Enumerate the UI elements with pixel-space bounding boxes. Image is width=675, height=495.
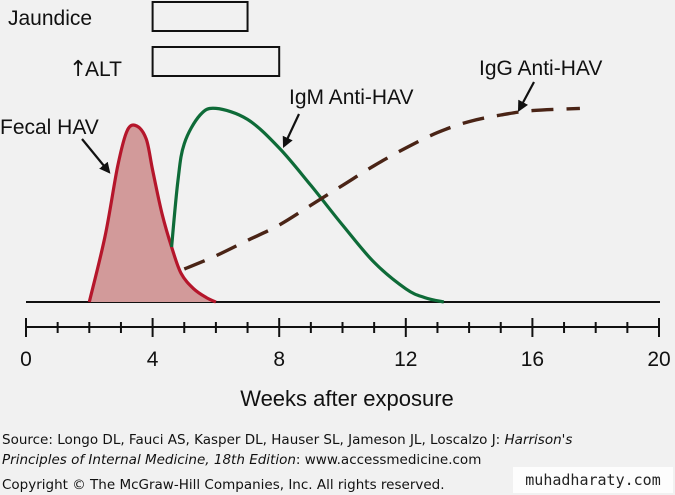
- fecal-hav-arrow: [81, 138, 111, 174]
- igm-anti-hav-line: [170, 106, 445, 304]
- x-tick-label: 0: [20, 348, 32, 371]
- source-citation-line-1: Source: Longo DL, Fauci AS, Kasper DL, H…: [2, 432, 573, 448]
- x-axis-label: Weeks after exposure: [240, 386, 454, 411]
- x-tick-label: 16: [521, 348, 544, 371]
- source-citation-line-2: Principles of Internal Medicine, 18th Ed…: [2, 452, 482, 468]
- source-title-part-2: Principles of Internal Medicine, 18th Ed…: [2, 452, 296, 468]
- alt-duration-bar: [151, 46, 281, 77]
- watermark: muhadharaty.com: [513, 467, 673, 493]
- source-title-part-1: Harrison's: [504, 432, 573, 448]
- x-tick-label: 20: [647, 348, 670, 371]
- jaundice-duration-bar: [151, 1, 249, 32]
- plot-area: 0 4 8 12 16 20 Weeks after exposure Jaundice ↑AL…: [0, 1, 671, 411]
- igg-anti-hav-line: [183, 106, 580, 271]
- igm-anti-hav-annotation: IgM Anti-HAV: [289, 86, 413, 109]
- igm-anti-hav-arrow: [282, 113, 300, 148]
- copyright-notice: Copyright © The McGraw-Hill Companies, I…: [2, 477, 445, 493]
- fecal-hav-fill: [89, 124, 216, 302]
- x-tick-label: 4: [147, 348, 159, 371]
- alt-label: ALT: [85, 58, 122, 81]
- fecal-hav-line: [87, 123, 217, 304]
- x-tick-label: 8: [273, 348, 285, 371]
- igg-anti-hav-annotation: IgG Anti-HAV: [479, 57, 602, 80]
- chart: 0 4 8 12 16 20 Weeks after exposure Jaundice ↑AL…: [0, 1, 671, 411]
- x-tick-label: 12: [394, 348, 417, 371]
- igg-anti-hav-arrow: [517, 81, 535, 112]
- up-arrow-icon: ↑: [69, 57, 87, 82]
- jaundice-label: Jaundice: [8, 7, 92, 30]
- fecal-hav-annotation: Fecal HAV: [0, 116, 99, 139]
